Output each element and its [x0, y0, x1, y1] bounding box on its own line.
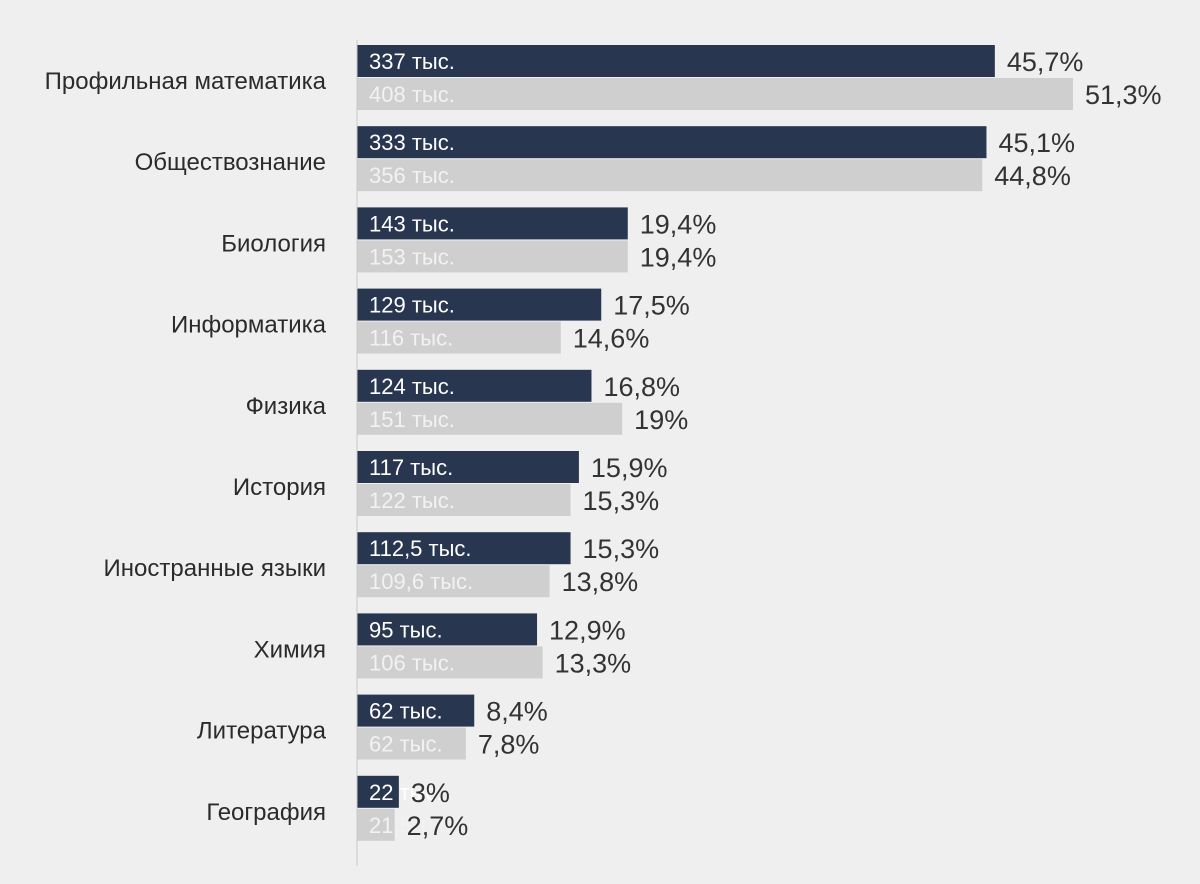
bar-count-label: 109,6 тыс. — [369, 569, 473, 594]
bar-count-label: 153 тыс. — [369, 244, 455, 269]
bar — [357, 45, 995, 77]
category-label: Литература — [197, 718, 327, 745]
bar-count-label: 106 тыс. — [369, 650, 455, 675]
bar — [357, 126, 987, 159]
bar-count-label: 124 тыс. — [369, 374, 455, 399]
bar-value-label: 8,4% — [486, 697, 548, 727]
bar-count-label: 21,5 тыс. — [369, 813, 461, 838]
bar-value-label: 16,8% — [603, 372, 680, 402]
category-label: Обществознание — [135, 149, 326, 176]
bar-value-label: 14,6% — [573, 324, 650, 354]
bar-count-label: 95 тыс. — [369, 617, 443, 642]
category-label: Профильная математика — [45, 68, 327, 95]
bar-count-label: 129 тыс. — [369, 293, 455, 318]
bar — [357, 321, 561, 354]
category-label: Физика — [246, 393, 327, 420]
bar-count-label: 116 тыс. — [369, 326, 453, 351]
bar-count-label: 333 тыс. — [369, 130, 455, 155]
bar — [357, 808, 395, 841]
bar-count-label: 122 тыс. — [369, 488, 455, 513]
bar — [357, 240, 628, 273]
bar-value-label: 3% — [411, 778, 450, 808]
bar — [357, 451, 579, 483]
bar — [357, 402, 623, 435]
bar-count-label: 356 тыс. — [369, 163, 455, 188]
bar-value-label: 15,9% — [591, 453, 668, 483]
bar-count-label: 62 тыс. — [369, 732, 443, 757]
bar-value-label: 2,7% — [407, 811, 469, 841]
bar-value-label: 19,4% — [640, 242, 717, 272]
bar-value-label: 7,8% — [478, 730, 540, 760]
bar — [357, 565, 550, 598]
category-label: География — [206, 799, 326, 826]
bar-value-label: 45,1% — [998, 128, 1075, 158]
category-label: Химия — [254, 636, 326, 663]
category-label: Информатика — [171, 312, 327, 339]
bar-value-label: 44,8% — [994, 161, 1071, 191]
bar — [357, 613, 538, 646]
bar — [357, 288, 602, 321]
bar-value-label: 12,9% — [549, 615, 626, 645]
bar — [357, 694, 475, 727]
bar-count-label: 62 тыс. — [369, 699, 443, 724]
bar-value-label: 19,4% — [640, 209, 717, 239]
bar — [357, 369, 592, 402]
category-label: История — [233, 474, 326, 501]
bar-count-label: 143 тыс. — [369, 211, 455, 236]
category-label: Иностранные языки — [104, 555, 326, 582]
bar-count-label: 22 тыс. — [369, 780, 443, 805]
bar-count-label: 112,5 тыс. — [369, 536, 472, 561]
bar-value-label: 13,3% — [555, 648, 632, 678]
bar — [357, 532, 571, 565]
bar — [357, 78, 1073, 110]
bar-value-label: 15,3% — [583, 534, 660, 564]
bar-count-label: 151 тыс. — [369, 407, 455, 432]
bar-value-label: 13,8% — [562, 567, 639, 597]
bar-count-label: 117 тыс. — [369, 455, 453, 480]
bar — [357, 646, 543, 679]
bar-value-label: 51,3% — [1085, 80, 1162, 110]
bar — [357, 775, 399, 808]
bar-count-label: 337 тыс. — [369, 49, 455, 74]
bar-value-label: 45,7% — [1007, 47, 1084, 77]
bar-value-label: 19% — [634, 405, 688, 435]
bar-count-label: 408 тыс. — [369, 82, 455, 107]
bar — [357, 207, 628, 240]
bar — [357, 727, 466, 760]
bar — [357, 484, 571, 516]
bar-value-label: 15,3% — [583, 486, 660, 516]
bar — [357, 159, 983, 192]
category-label: Биология — [221, 230, 326, 257]
bar-value-label: 17,5% — [613, 291, 690, 321]
